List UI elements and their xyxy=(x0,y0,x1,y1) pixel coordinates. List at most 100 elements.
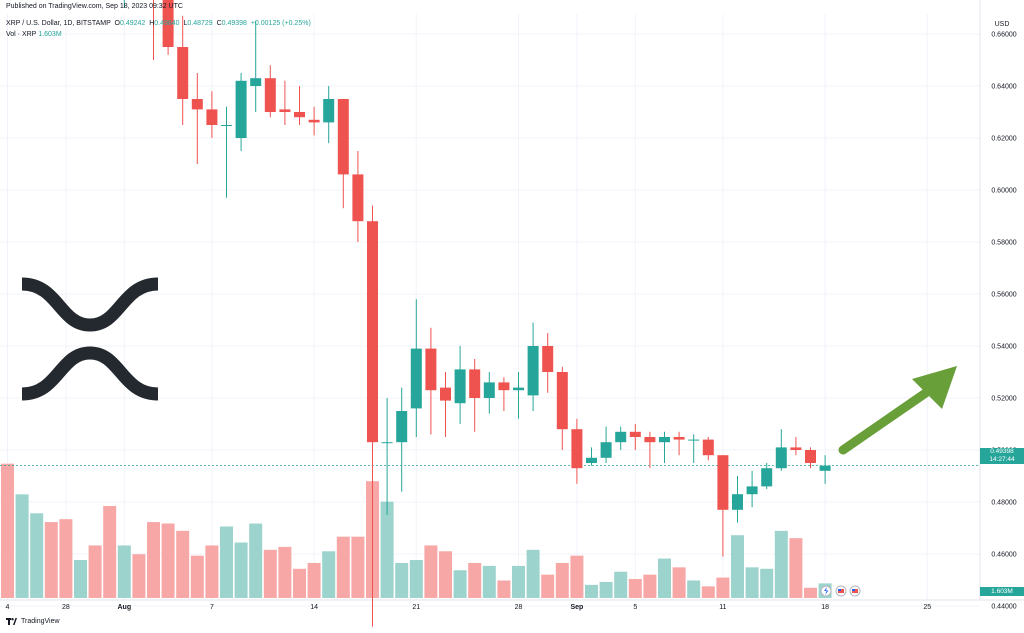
candle-13 xyxy=(191,73,203,164)
volume-bar-46 xyxy=(672,567,686,598)
candle-body-21 xyxy=(308,119,320,123)
y-tick-label-5: 0.52000 xyxy=(991,396,1016,403)
candle-body-44 xyxy=(644,437,656,443)
volume-bar-54 xyxy=(789,538,803,598)
volume-bar-51 xyxy=(745,567,759,598)
volume-bar-23 xyxy=(336,536,350,598)
footer-brand: TradingView xyxy=(21,618,60,625)
candle-55 xyxy=(805,447,816,469)
candle-51 xyxy=(746,470,758,508)
candle-body-17 xyxy=(250,78,262,86)
symbol-line: XRP / U.S. Dollar, 1D, BITSTAMP O0.49242… xyxy=(6,20,311,27)
candle-40 xyxy=(586,447,597,466)
volume-line: Vol · XRP 1.603M xyxy=(6,31,62,38)
volume-bar-27 xyxy=(395,562,409,598)
volume-bar-13 xyxy=(190,555,204,598)
volume-bar-8 xyxy=(117,545,131,598)
candle-12 xyxy=(177,15,189,125)
candle-30 xyxy=(440,372,451,437)
candle-24 xyxy=(352,151,364,242)
volume-bar-42 xyxy=(614,571,628,598)
volume-bars xyxy=(1,463,832,598)
volume-bar-40 xyxy=(585,584,598,598)
volume-bar-16 xyxy=(234,542,248,598)
candle-body-29 xyxy=(425,348,437,391)
candle-26 xyxy=(381,398,393,515)
candle-17 xyxy=(250,21,262,112)
candle-body-47 xyxy=(688,439,700,441)
candle-body-12 xyxy=(177,47,189,99)
candle-body-34 xyxy=(498,382,510,391)
x-tick-label-9: 11 xyxy=(719,604,726,611)
candle-14 xyxy=(206,91,218,138)
candle-body-37 xyxy=(542,346,554,372)
candle-18 xyxy=(264,65,276,118)
volume-bar-28 xyxy=(409,560,423,598)
volume-bar-26 xyxy=(380,501,394,598)
x-tick-label-1: 28 xyxy=(62,604,70,611)
candle-38 xyxy=(556,366,568,450)
candle-body-52 xyxy=(761,468,773,487)
y-tick-label-9: 0.60000 xyxy=(991,188,1016,195)
candle-body-42 xyxy=(615,431,627,443)
candles xyxy=(21,0,831,627)
x-tick-label-5: 21 xyxy=(412,604,420,611)
candle-35 xyxy=(513,372,524,419)
volume-bar-21 xyxy=(307,562,321,598)
candle-15 xyxy=(221,106,232,198)
candle-45 xyxy=(659,431,670,463)
xrp-logo xyxy=(21,277,159,401)
tradingview-logo-icon xyxy=(6,618,17,625)
x-tick-label-6: 28 xyxy=(515,604,523,611)
candle-body-24 xyxy=(352,174,364,222)
event-icons xyxy=(820,585,861,597)
candle-body-15 xyxy=(221,125,232,126)
volume-bar-12 xyxy=(176,530,190,598)
up-trend-arrow xyxy=(838,366,957,455)
time-axis: 4 28 Aug 7 14 21 28 Sep 5 11 18 25 xyxy=(6,604,932,611)
y-tick-label-11: 0.64000 xyxy=(991,84,1016,91)
y-tick-label-8: 0.58000 xyxy=(991,240,1016,247)
candle-body-51 xyxy=(746,486,758,495)
volume-bar-15 xyxy=(220,526,233,598)
y-tick-label-1: 0.44000 xyxy=(991,604,1016,611)
current-price: 0.49398 xyxy=(990,448,1014,455)
candle-body-49 xyxy=(717,455,729,510)
y-tick-label-7: 0.56000 xyxy=(991,292,1016,299)
candle-body-56 xyxy=(819,465,831,471)
candle-body-53 xyxy=(775,447,787,469)
low-value: 0.48729 xyxy=(187,20,213,27)
volume-bar-24 xyxy=(351,536,365,598)
x-tick-label-10: 18 xyxy=(821,604,829,611)
open-label: O xyxy=(114,20,120,27)
x-tick-label-7: Sep xyxy=(570,604,583,611)
volume-bar-44 xyxy=(643,574,657,598)
currency-label: USD xyxy=(995,21,1010,28)
candle-36 xyxy=(527,322,539,411)
candle-25 xyxy=(367,205,378,627)
candle-body-41 xyxy=(600,442,612,458)
published-line: Published on TradingView.com, Sep 18, 20… xyxy=(6,3,183,10)
candle-33 xyxy=(483,372,495,414)
candle-29 xyxy=(425,327,437,435)
high-value: 0.49840 xyxy=(154,20,180,27)
candle-body-25 xyxy=(367,221,378,443)
volume-bar-48 xyxy=(701,586,715,598)
volume-bar-50 xyxy=(731,535,744,598)
candle-body-22 xyxy=(323,99,335,123)
candle-body-50 xyxy=(732,494,743,510)
high-label: H xyxy=(149,20,155,27)
volume-bar-52 xyxy=(760,568,774,598)
volume-value: 1.603M xyxy=(38,31,62,38)
volume-bar-37 xyxy=(541,574,555,598)
candle-body-18 xyxy=(264,78,276,112)
candle-53 xyxy=(775,429,787,471)
volume-bar-45 xyxy=(658,558,671,598)
volume-bar-1 xyxy=(15,494,29,598)
candle-19 xyxy=(279,80,291,125)
candle-body-35 xyxy=(513,387,524,391)
candle-body-28 xyxy=(410,348,422,409)
volume-bar-10 xyxy=(147,522,160,598)
volume-bar-2 xyxy=(30,513,44,598)
